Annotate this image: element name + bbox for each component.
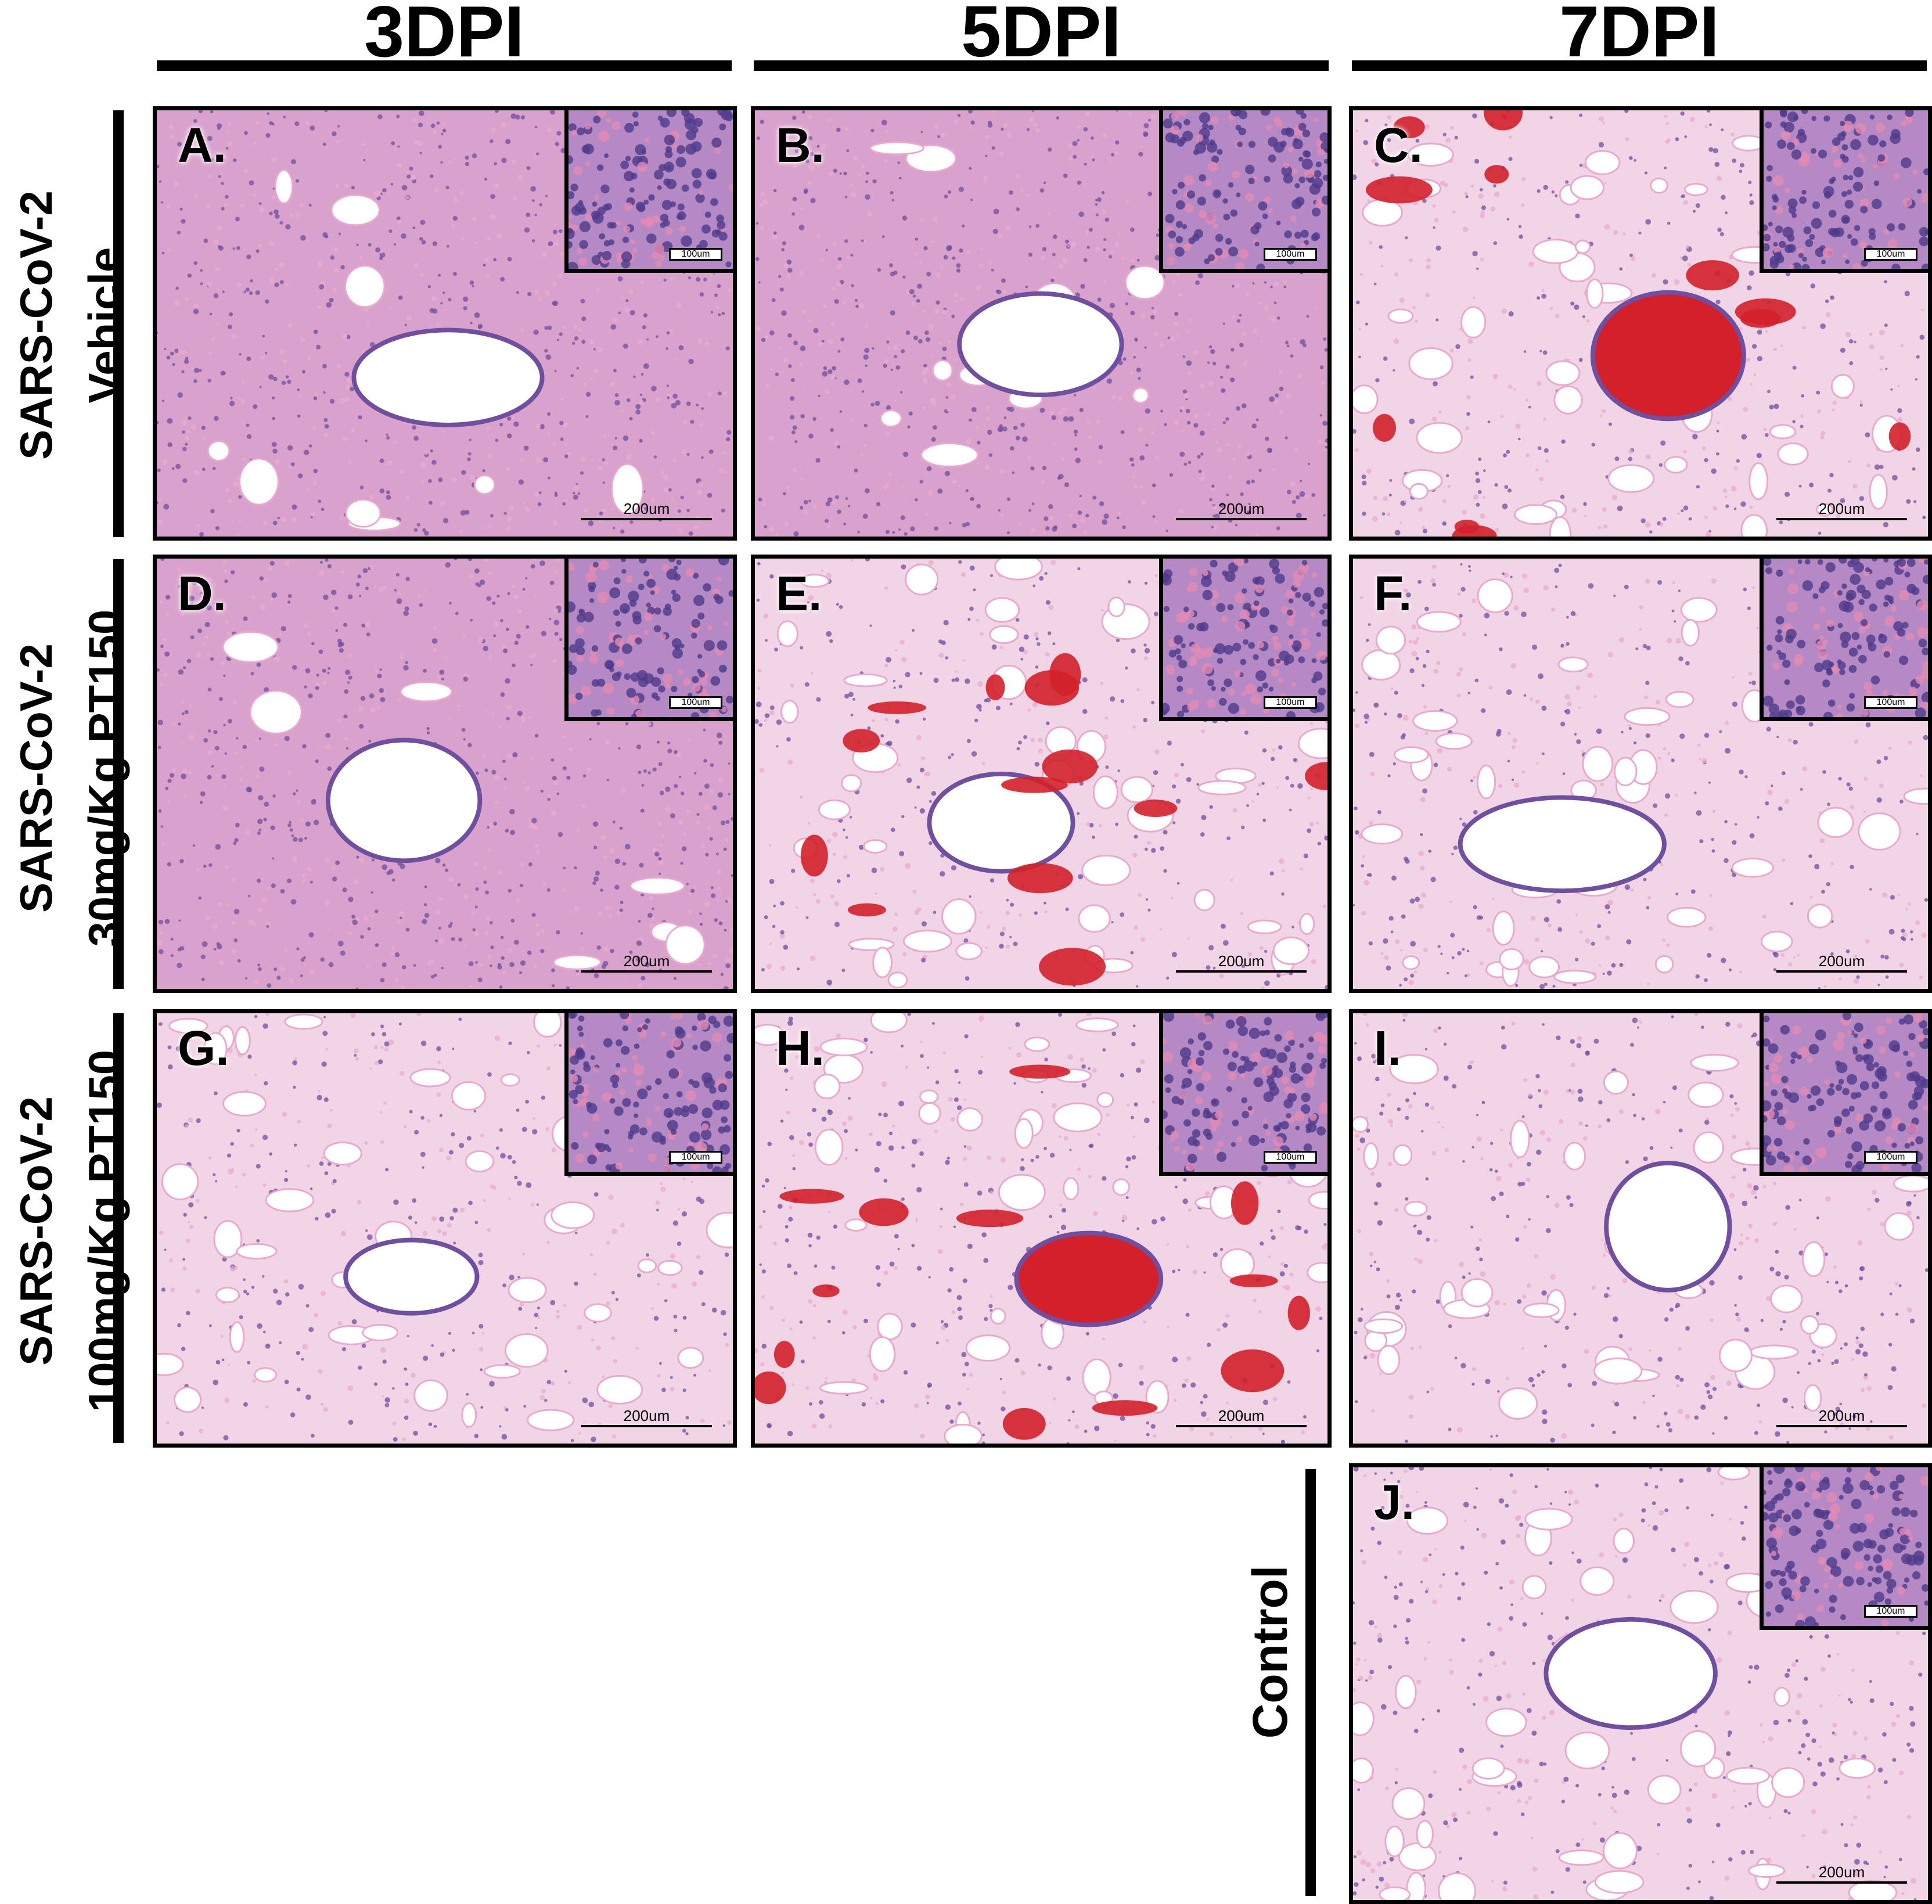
inset-image-c	[1764, 110, 1928, 269]
scale-bar-line-b	[1176, 518, 1307, 520]
inset-scale-bar-c: 100um	[1864, 248, 1917, 261]
scale-bar-h: 200um	[1176, 1408, 1307, 1427]
inset-scale-bar-g: 100um	[669, 1151, 722, 1164]
inset-image-h	[1163, 1013, 1327, 1172]
inset-magnified-g: 100um	[564, 1013, 733, 1176]
inset-magnified-c: 100um	[1760, 110, 1928, 273]
panel-letter-d: D.	[178, 566, 226, 621]
column-bar-7dpi	[1352, 60, 1927, 71]
row-bar-100mg	[113, 1013, 124, 1443]
inset-image-i	[1764, 1013, 1928, 1172]
inset-magnified-b: 100um	[1159, 110, 1327, 273]
micrograph-panel-a: 100um A. 200um	[153, 106, 737, 541]
column-header-5dpi: 5DPI	[961, 0, 1121, 72]
scale-bar-d: 200um	[581, 953, 712, 973]
scale-bar-label-g: 200um	[623, 1407, 670, 1424]
scale-bar-i: 200um	[1776, 1408, 1907, 1427]
scale-bar-label-a: 200um	[623, 500, 670, 517]
panel-letter-i: I.	[1374, 1021, 1401, 1075]
scale-bar-j: 200um	[1776, 1864, 1907, 1884]
inset-image-b	[1163, 110, 1327, 269]
inset-image-e	[1163, 559, 1327, 717]
scale-bar-line-h	[1176, 1425, 1307, 1427]
row-label-30mg-line1: SARS-CoV-2	[10, 643, 62, 913]
panel-letter-h: H.	[776, 1021, 825, 1075]
scale-bar-line-e	[1176, 970, 1307, 973]
micrograph-panel-e: 100um E. 200um	[751, 555, 1332, 993]
micrograph-panel-g: 100um G. 200um	[153, 1009, 737, 1448]
row-bar-vehicle	[113, 110, 124, 537]
micrograph-panel-c: 100um C. 200um	[1349, 106, 1932, 541]
panel-letter-c: C.	[1374, 118, 1423, 172]
inset-scale-bar-a: 100um	[669, 248, 722, 261]
row-bar-control	[1305, 1469, 1316, 1896]
scale-bar-line-f	[1776, 970, 1907, 973]
row-bar-30mg	[113, 559, 124, 989]
inset-scale-bar-d: 100um	[669, 696, 722, 709]
scale-bar-e: 200um	[1176, 953, 1307, 973]
inset-scale-bar-f: 100um	[1864, 696, 1917, 709]
column-header-3dpi: 3DPI	[364, 0, 524, 72]
micrograph-panel-j: 100um J. 200um	[1349, 1463, 1932, 1904]
row-label-100mg-line1: SARS-CoV-2	[10, 1096, 62, 1366]
inset-magnified-h: 100um	[1159, 1013, 1327, 1176]
panel-letter-g: G.	[178, 1021, 229, 1075]
inset-magnified-f: 100um	[1760, 559, 1928, 721]
scale-bar-line-i	[1776, 1425, 1907, 1427]
column-bar-5dpi	[754, 60, 1329, 71]
scale-bar-line-d	[581, 970, 712, 973]
inset-image-g	[569, 1013, 733, 1172]
panel-letter-b: B.	[776, 118, 825, 172]
panel-letter-f: F.	[1374, 566, 1412, 621]
scale-bar-g: 200um	[581, 1408, 712, 1427]
panel-letter-j: J.	[1374, 1475, 1415, 1529]
inset-image-f	[1764, 559, 1928, 717]
micrograph-panel-f: 100um F. 200um	[1349, 555, 1932, 993]
scale-bar-label-j: 200um	[1818, 1863, 1865, 1881]
scale-bar-label-d: 200um	[623, 952, 670, 970]
micrograph-panel-d: 100um D. 200um	[153, 555, 737, 993]
inset-magnified-a: 100um	[564, 110, 733, 273]
inset-magnified-i: 100um	[1760, 1013, 1928, 1176]
inset-image-d	[569, 559, 733, 717]
column-bar-3dpi	[157, 60, 732, 71]
scale-bar-c: 200um	[1776, 501, 1907, 520]
panel-letter-a: A.	[178, 118, 226, 172]
scale-bar-line-g	[581, 1425, 712, 1427]
scale-bar-label-b: 200um	[1218, 500, 1265, 517]
scale-bar-line-j	[1776, 1881, 1907, 1884]
micrograph-panel-i: 100um I. 200um	[1349, 1009, 1932, 1448]
inset-image-j	[1764, 1467, 1928, 1626]
micrograph-panel-b: 100um B. 200um	[751, 106, 1332, 541]
scale-bar-a: 200um	[581, 501, 712, 520]
inset-magnified-j: 100um	[1760, 1467, 1928, 1630]
inset-scale-bar-i: 100um	[1864, 1151, 1917, 1164]
scale-bar-label-f: 200um	[1818, 952, 1865, 970]
tissue-image-b	[755, 110, 1327, 537]
scale-bar-f: 200um	[1776, 953, 1907, 973]
inset-scale-bar-e: 100um	[1264, 696, 1317, 709]
column-header-7dpi: 7DPI	[1559, 0, 1719, 72]
inset-scale-bar-h: 100um	[1264, 1151, 1317, 1164]
scale-bar-label-i: 200um	[1818, 1407, 1865, 1424]
scale-bar-line-a	[581, 518, 712, 520]
row-label-control: Control	[1236, 1449, 1305, 1855]
panel-letter-e: E.	[776, 566, 822, 621]
inset-magnified-d: 100um	[564, 559, 733, 721]
inset-scale-bar-j: 100um	[1864, 1605, 1917, 1618]
row-label-vehicle-line1: SARS-CoV-2	[10, 190, 62, 460]
tissue-image-j	[1353, 1467, 1928, 1900]
inset-image-a	[569, 110, 733, 269]
scale-bar-label-e: 200um	[1218, 952, 1265, 970]
scale-bar-label-c: 200um	[1818, 500, 1865, 517]
scale-bar-line-c	[1776, 518, 1907, 520]
inset-scale-bar-b: 100um	[1264, 248, 1317, 261]
row-label-control-line1: Control	[1243, 1565, 1297, 1739]
inset-magnified-e: 100um	[1159, 559, 1327, 721]
scale-bar-label-h: 200um	[1218, 1407, 1265, 1424]
scale-bar-b: 200um	[1176, 501, 1307, 520]
micrograph-panel-h: 100um H. 200um	[751, 1009, 1332, 1448]
